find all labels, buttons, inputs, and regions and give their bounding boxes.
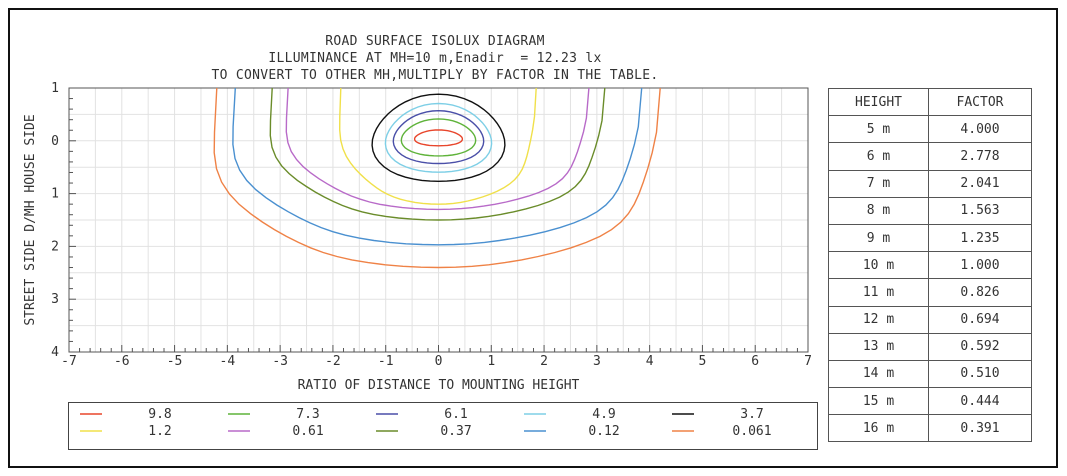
height-cell: 14 m [828,359,929,389]
isolux-contour-0_12 [232,87,643,246]
factor-cell: 0.391 [928,414,1032,443]
factor-cell: 1.000 [928,251,1032,280]
x-tick-label: 1 [487,354,495,369]
table-row: 15 m 0.444 [828,387,1032,416]
height-cell: 8 m [828,196,929,225]
height-cell: 5 m [828,115,929,144]
factor-table-header-row: HEIGHT FACTOR [828,87,1032,117]
legend-label: 7.3 [296,407,319,422]
factor-cell: 2.778 [928,142,1032,171]
factor-column-header: FACTOR [928,87,1032,117]
table-row: 6 m 2.778 [828,142,1032,171]
height-cell: 10 m [828,251,929,280]
isolux-contour-3_7 [371,93,506,183]
y-tick-label: 3 [51,292,59,307]
y-tick-label: 1 [51,187,59,202]
x-tick-label: -1 [378,354,394,369]
table-row: 13 m 0.592 [828,332,1032,361]
factor-cell: 0.510 [928,359,1032,389]
x-tick-label: -6 [114,354,130,369]
factor-cell: 4.000 [928,115,1032,144]
height-column-header: HEIGHT [828,87,929,117]
y-tick-label: 4 [51,345,59,360]
factor-cell: 1.235 [928,223,1032,253]
table-row: 8 m 1.563 [828,196,1032,225]
x-tick-label: -7 [61,354,77,369]
isolux-contour-1_2 [338,87,537,205]
x-tick-label: -2 [325,354,341,369]
y-axis-label: STREET SIDE D/MH HOUSE SIDE [23,114,38,325]
factor-cell: 2.041 [928,169,1032,198]
y-tick-label: 1 [51,81,59,96]
y-tick-label: 0 [51,134,59,149]
legend-label: 9.8 [148,407,171,422]
factor-cell: 1.563 [928,196,1032,225]
isolux-contour-0_61 [285,87,590,211]
factor-cell: 0.592 [928,332,1032,361]
y-tick-label: 2 [51,239,59,254]
table-row: 16 m 0.391 [828,414,1032,443]
height-cell: 7 m [828,169,929,198]
height-cell: 9 m [828,223,929,253]
x-tick-label: -3 [272,354,288,369]
isolux-contour-6_1 [392,109,485,165]
x-tick-label: 0 [435,354,443,369]
table-row: 14 m 0.510 [828,359,1032,389]
legend-label: 4.9 [592,407,615,422]
legend-label: 0.61 [292,424,323,439]
factor-cell: 0.694 [928,305,1032,334]
height-cell: 16 m [828,414,929,443]
x-tick-label: 5 [699,354,707,369]
x-axis-label: RATIO OF DISTANCE TO MOUNTING HEIGHT [298,378,580,393]
legend-box [68,402,818,450]
factor-cell: 0.444 [928,387,1032,416]
diagram-frame [8,8,1058,468]
height-cell: 15 m [828,387,929,416]
isolux-contour-7_3 [400,118,477,157]
table-row: 10 m 1.000 [828,251,1032,280]
table-row: 5 m 4.000 [828,115,1032,144]
chart-subtitle-conversion: TO CONVERT TO OTHER MH,MULTIPLY BY FACTO… [211,68,659,83]
table-row: 12 m 0.694 [828,305,1032,334]
x-tick-label: 3 [593,354,601,369]
factor-cell: 0.826 [928,278,1032,307]
legend-label: 1.2 [148,424,171,439]
height-cell: 11 m [828,278,929,307]
height-factor-table: HEIGHT FACTOR 5 m 4.000 6 m 2.778 7 m 2.041 8 … [828,87,1032,443]
isolux-contour-4_9 [384,102,493,173]
height-cell: 12 m [828,305,929,334]
x-tick-label: -5 [167,354,183,369]
x-tick-label: 7 [804,354,812,369]
table-row: 7 m 2.041 [828,169,1032,198]
table-row: 11 m 0.826 [828,278,1032,307]
isolux-contour-9_8 [413,129,464,147]
legend-label: 0.37 [440,424,471,439]
table-row: 9 m 1.235 [828,223,1032,253]
legend-label: 6.1 [444,407,467,422]
legend-label: 3.7 [740,407,763,422]
x-tick-label: 4 [646,354,654,369]
height-cell: 13 m [828,332,929,361]
chart-title: ROAD SURFACE ISOLUX DIAGRAM [325,34,545,49]
x-tick-label: 6 [751,354,759,369]
legend-label: 0.061 [732,424,771,439]
legend-label: 0.12 [588,424,619,439]
isolux-contour-0_061 [213,87,661,269]
x-tick-label: -4 [220,354,236,369]
chart-subtitle-illuminance: ILLUMINANCE AT MH=10 m,Enadir = 12.23 lx [268,51,602,66]
isolux-contour-0_37 [269,87,606,221]
height-cell: 6 m [828,142,929,171]
x-tick-label: 2 [540,354,548,369]
